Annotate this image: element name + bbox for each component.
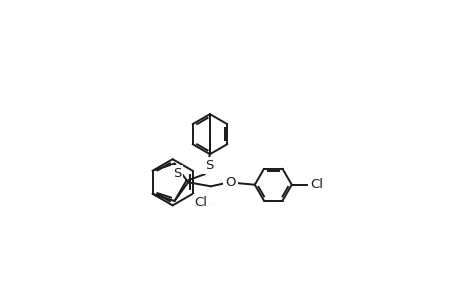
Text: S: S <box>205 159 213 172</box>
Text: Cl: Cl <box>309 178 323 191</box>
Text: S: S <box>172 167 181 181</box>
Text: Cl: Cl <box>194 196 207 209</box>
Text: O: O <box>224 176 235 189</box>
